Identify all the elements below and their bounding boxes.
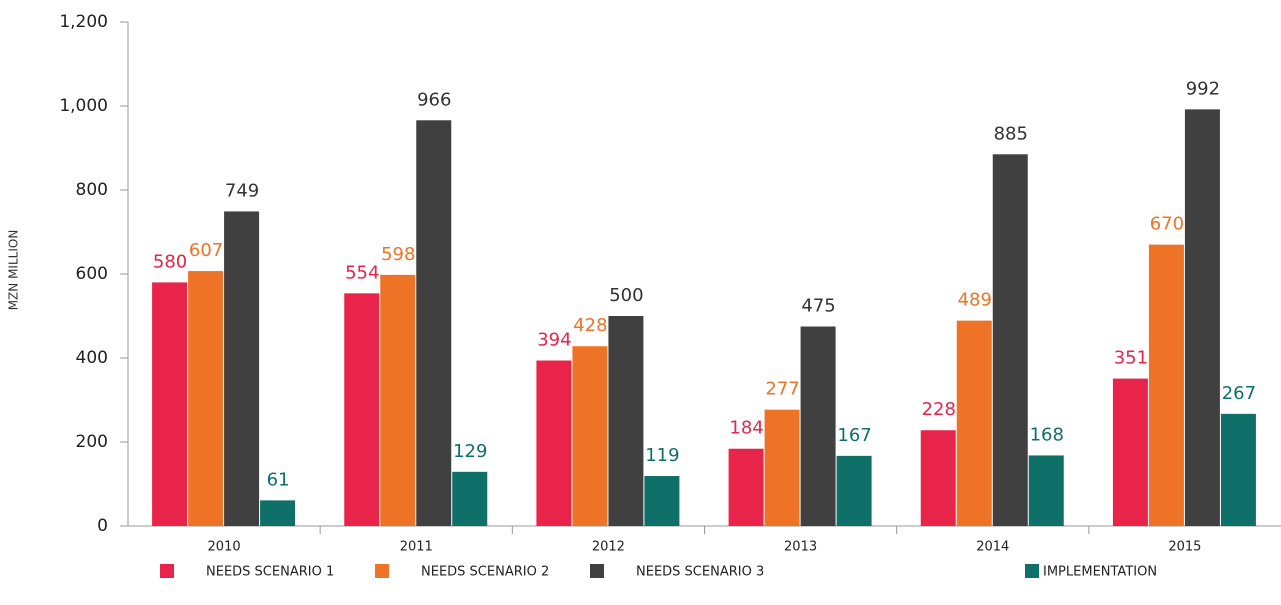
value-label: 184	[729, 418, 763, 439]
value-label: 277	[765, 379, 799, 400]
bar	[764, 409, 800, 526]
bar	[644, 476, 680, 526]
legend-label: IMPLEMENTATION	[1043, 565, 1157, 580]
bar	[1112, 378, 1148, 526]
y-tick-label: 0	[97, 516, 108, 536]
value-label: 607	[189, 240, 223, 261]
bar	[1220, 413, 1256, 526]
value-label: 489	[958, 290, 992, 311]
bar	[800, 326, 836, 526]
bar	[1028, 455, 1064, 526]
bar	[728, 448, 764, 526]
y-tick-label: 800	[76, 180, 108, 200]
legend-label: NEEDS SCENARIO 1	[206, 565, 334, 580]
value-label: 394	[537, 330, 571, 351]
value-label: 351	[1114, 348, 1148, 369]
value-label: 554	[345, 262, 379, 283]
legend-swatch	[375, 564, 389, 578]
y-tick-label: 600	[76, 264, 108, 284]
legend-swatch	[160, 564, 174, 578]
x-tick-label: 2011	[400, 540, 433, 555]
bar	[452, 471, 488, 526]
bar	[416, 120, 452, 526]
value-label: 168	[1030, 424, 1064, 445]
bar	[1184, 109, 1220, 527]
legend-label: NEEDS SCENARIO 3	[636, 565, 764, 580]
legend-label: NEEDS SCENARIO 2	[421, 565, 549, 580]
value-label: 500	[609, 285, 643, 306]
bar	[224, 211, 260, 527]
bar	[608, 316, 644, 526]
x-tick-label: 2015	[1168, 540, 1201, 555]
value-label: 428	[573, 315, 607, 336]
bar	[920, 430, 956, 526]
value-label: 992	[1186, 78, 1220, 99]
bar	[992, 154, 1028, 527]
bar	[572, 346, 608, 526]
value-label: 749	[225, 180, 259, 201]
value-label: 228	[922, 399, 956, 420]
bar	[380, 274, 416, 526]
x-tick-label: 2012	[592, 540, 625, 555]
y-tick-label: 1,000	[59, 96, 108, 116]
x-tick-label: 2014	[976, 540, 1009, 555]
value-label: 119	[645, 445, 679, 466]
x-tick-label: 2010	[208, 540, 241, 555]
value-label: 61	[267, 469, 290, 490]
bar	[836, 455, 872, 526]
value-label: 167	[837, 425, 871, 446]
legend-swatch	[590, 564, 604, 578]
value-label: 475	[801, 296, 835, 317]
value-label: 598	[381, 244, 415, 265]
x-tick-label: 2013	[784, 540, 817, 555]
value-label: 966	[417, 89, 451, 110]
bar	[188, 271, 224, 526]
value-label: 129	[453, 441, 487, 462]
bar	[956, 320, 992, 526]
bar	[152, 282, 188, 526]
y-axis-label: MZN MILLION	[7, 230, 21, 311]
value-label: 580	[153, 251, 187, 272]
y-tick-label: 400	[76, 348, 108, 368]
value-label: 885	[994, 123, 1028, 144]
bar	[536, 360, 572, 526]
legend-swatch	[1025, 564, 1039, 578]
value-label: 267	[1222, 383, 1256, 404]
bar	[344, 293, 380, 526]
y-tick-label: 1,200	[59, 12, 108, 32]
value-label: 670	[1150, 214, 1184, 235]
bar	[1148, 244, 1184, 526]
y-tick-label: 200	[76, 432, 108, 452]
bar	[260, 500, 296, 526]
